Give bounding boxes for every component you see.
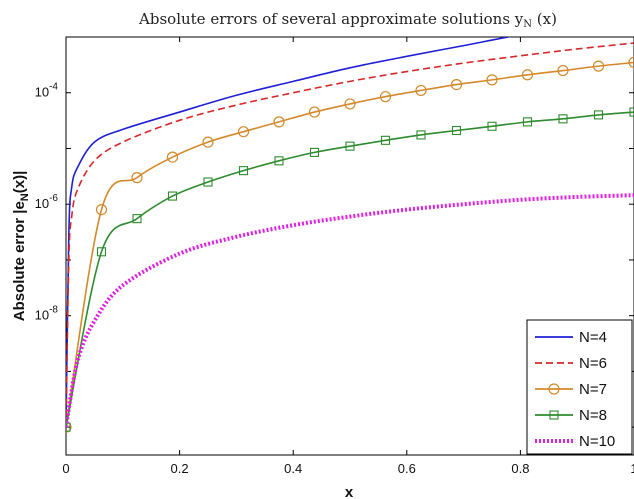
x-tick-label: 0.6: [398, 461, 416, 476]
legend-label: N=6: [579, 355, 607, 372]
legend-label: N=10: [579, 433, 615, 450]
legend-label: N=4: [579, 329, 607, 346]
x-tick-label: 0.8: [511, 461, 529, 476]
x-tick-label: 0: [62, 461, 69, 476]
y-axis-label: Absolute error |eN(x)|: [11, 171, 31, 322]
x-tick-label: 1: [630, 461, 634, 476]
x-tick-label: 0.4: [284, 461, 302, 476]
legend-label: N=8: [579, 407, 607, 424]
legend-label: N=7: [579, 381, 607, 398]
y-tick-label: 10-6: [35, 193, 59, 211]
chart-title: Absolute errors of several approximate s…: [138, 10, 557, 30]
y-tick-label: 10-8: [35, 305, 59, 323]
y-tick-label: 10-4: [35, 82, 59, 100]
legend: N=4 N=6 N=7 N=8 N=10: [527, 320, 632, 454]
x-tick-label: 0.2: [171, 461, 189, 476]
x-axis-label: x: [345, 484, 354, 499]
